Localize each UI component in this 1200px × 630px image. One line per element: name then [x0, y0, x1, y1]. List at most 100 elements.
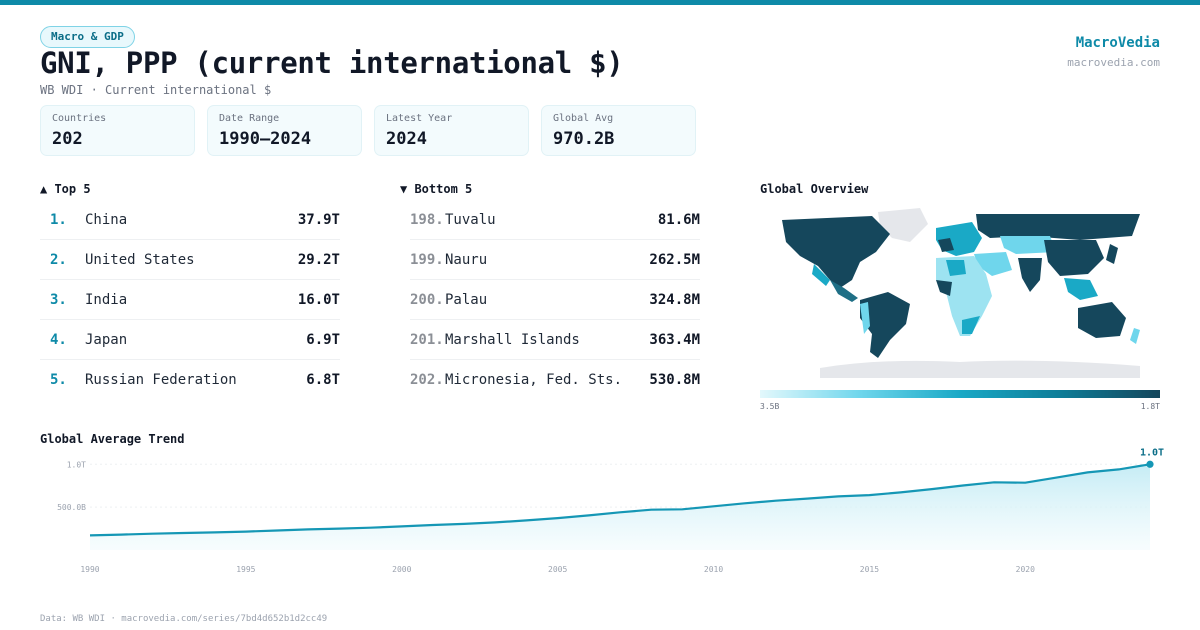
stat-card-date-range: Date Range 1990–2024 — [207, 105, 362, 156]
map-region-india — [1018, 258, 1042, 292]
country-value: 6.8T — [306, 372, 340, 388]
x-tick-label: 1995 — [236, 565, 255, 574]
page-subtitle: WB WDI · Current international $ — [40, 83, 272, 97]
stat-value: 2024 — [386, 129, 427, 149]
bottom5-list: 198. Tuvalu 81.6M 199. Nauru 262.5M 200.… — [410, 200, 700, 400]
map-region-china — [1044, 240, 1104, 276]
top5-list: 1. China 37.9T 2. United States 29.2T 3.… — [40, 200, 340, 400]
stat-card-latest-year: Latest Year 2024 — [374, 105, 529, 156]
y-tick-label: 500.0B — [57, 503, 86, 512]
country-name: United States — [85, 251, 195, 268]
map-region-antarctica — [820, 360, 1140, 378]
map-region-mexico — [812, 264, 830, 286]
map-region-europe-west — [938, 238, 954, 252]
list-item[interactable]: 199. Nauru 262.5M — [410, 240, 700, 280]
country-name: Japan — [85, 331, 128, 348]
stat-label: Global Avg — [553, 113, 614, 124]
country-name: Marshall Islands — [445, 331, 580, 348]
stat-value: 1990–2024 — [219, 129, 312, 149]
map-region-middle-east — [974, 252, 1012, 276]
x-tick-label: 2000 — [392, 565, 411, 574]
stat-label: Date Range — [219, 113, 280, 124]
country-value: 81.6M — [657, 211, 700, 228]
list-item[interactable]: 2. United States 29.2T — [40, 240, 340, 280]
list-item[interactable]: 1. China 37.9T — [40, 200, 340, 240]
brand-url[interactable]: macrovedia.com — [1067, 56, 1160, 69]
country-value: 530.8M — [649, 372, 700, 388]
list-item[interactable]: 4. Japan 6.9T — [40, 320, 340, 360]
list-item[interactable]: 202. Micronesia, Fed. Sts. 530.8M — [410, 360, 700, 400]
legend-max-label: 1.8T — [1140, 402, 1160, 411]
map-region-africa-south — [962, 316, 980, 334]
rank-number: 201. — [410, 331, 444, 348]
rank-number: 4. — [50, 331, 67, 348]
rank-number: 2. — [50, 251, 67, 268]
category-badge[interactable]: Macro & GDP — [40, 26, 135, 48]
country-name: Russian Federation — [85, 372, 237, 388]
stat-label: Latest Year — [386, 113, 453, 124]
x-tick-label: 2005 — [548, 565, 567, 574]
x-tick-label: 2015 — [860, 565, 879, 574]
rank-number: 200. — [410, 291, 444, 308]
map-region-japan — [1106, 244, 1118, 264]
rank-number: 1. — [50, 211, 67, 228]
country-value: 363.4M — [649, 331, 700, 348]
map-region-south-america-west — [860, 302, 870, 334]
y-tick-label: 1.0T — [67, 460, 86, 469]
map-region-africa-west — [936, 280, 952, 296]
country-name: Micronesia, Fed. Sts. — [445, 372, 623, 388]
map-region-greenland — [878, 208, 928, 242]
map-title: Global Overview — [760, 182, 869, 196]
map-region-australia — [1078, 302, 1126, 338]
country-value: 37.9T — [297, 211, 340, 228]
list-item[interactable]: 5. Russian Federation 6.8T — [40, 360, 340, 400]
map-region-north-america — [782, 216, 890, 288]
country-name: Palau — [445, 291, 488, 308]
legend-min-label: 3.5B — [760, 402, 780, 411]
rank-number: 202. — [410, 372, 444, 388]
country-value: 29.2T — [297, 251, 340, 268]
map-region-south-america — [860, 292, 910, 358]
map-region-russia — [976, 214, 1140, 240]
country-value: 16.0T — [297, 291, 340, 308]
page-title: GNI, PPP (current international $) — [40, 46, 624, 80]
x-tick-label: 1990 — [80, 565, 99, 574]
country-value: 262.5M — [649, 251, 700, 268]
map-legend-gradient — [760, 390, 1160, 398]
rank-number: 5. — [50, 372, 67, 388]
stat-card-countries: Countries 202 — [40, 105, 195, 156]
list-item[interactable]: 201. Marshall Islands 363.4M — [410, 320, 700, 360]
rank-number: 3. — [50, 291, 67, 308]
rank-number: 198. — [410, 211, 444, 228]
country-value: 324.8M — [649, 291, 700, 308]
rank-number: 199. — [410, 251, 444, 268]
trend-end-label: 1.0T — [1140, 447, 1164, 458]
list-item[interactable]: 200. Palau 324.8M — [410, 280, 700, 320]
country-value: 6.9T — [306, 331, 340, 348]
x-tick-label: 2010 — [704, 565, 723, 574]
trend-line — [89, 463, 1151, 537]
top-accent-bar — [0, 0, 1200, 5]
map-region-new-zealand — [1130, 328, 1140, 344]
country-name: India — [85, 291, 128, 308]
top5-title: ▲ Top 5 — [40, 182, 91, 196]
stat-value: 202 — [52, 129, 83, 149]
trend-title: Global Average Trend — [40, 432, 185, 446]
bottom5-title: ▼ Bottom 5 — [400, 182, 473, 196]
map-region-central-america — [830, 280, 858, 302]
footer-source: Data: WB WDI · macrovedia.com/series/7bd… — [40, 614, 328, 624]
list-item[interactable]: 198. Tuvalu 81.6M — [410, 200, 700, 240]
list-item[interactable]: 3. India 16.0T — [40, 280, 340, 320]
world-map[interactable] — [760, 200, 1160, 390]
stat-value: 970.2B — [553, 129, 615, 149]
brand-logo[interactable]: MacroVedia — [1075, 35, 1160, 51]
trend-end-point[interactable] — [1146, 460, 1154, 468]
map-region-central-asia — [1000, 236, 1056, 254]
world-map-svg[interactable] — [760, 200, 1160, 390]
stat-card-global-avg: Global Avg 970.2B — [541, 105, 696, 156]
map-region-southeast-asia — [1064, 278, 1098, 300]
stat-label: Countries — [52, 113, 107, 124]
country-name: China — [85, 211, 128, 228]
country-name: Nauru — [445, 251, 488, 268]
trend-chart[interactable]: 500.0B1.0T 1990 1995 2000 2005 2010 2015 2020 … — [40, 447, 1170, 590]
